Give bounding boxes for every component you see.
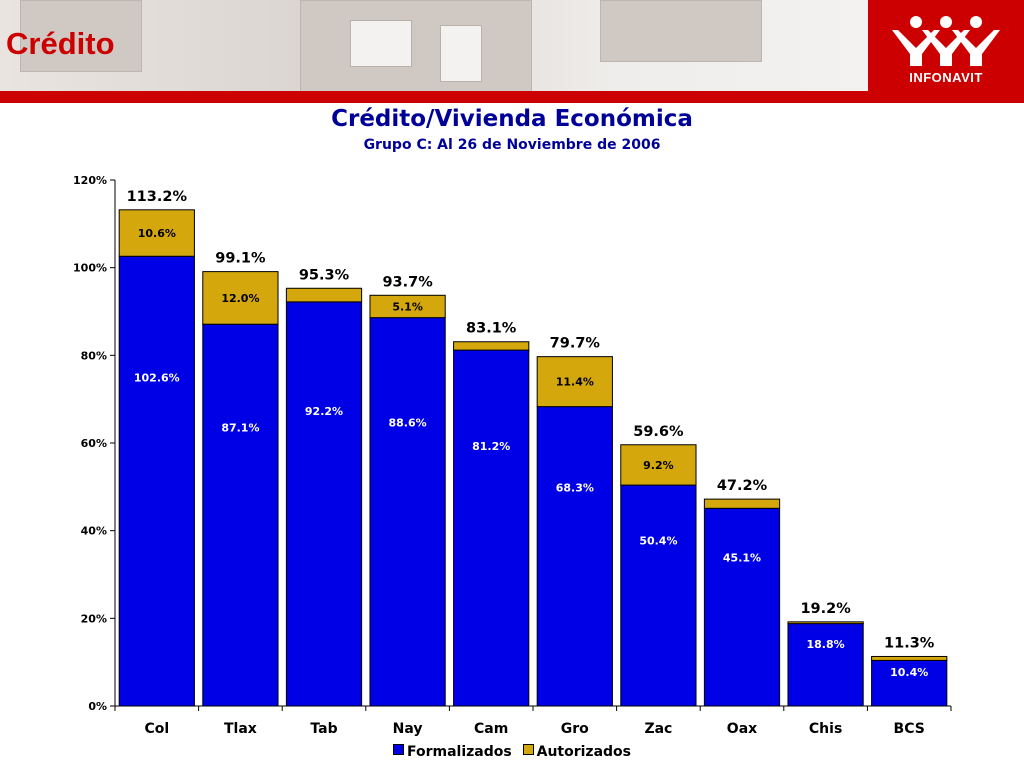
infonavit-logo: INFONAVIT	[868, 0, 1024, 91]
data-label-formalizados: 18.8%	[807, 638, 845, 651]
bar-formalizados	[787, 623, 864, 707]
x-tick-label: Oax	[727, 721, 757, 737]
bar-autorizados	[703, 498, 781, 509]
bar-autorizados	[536, 356, 613, 408]
x-tick-label: Cam	[474, 721, 508, 737]
legend-item-formalizados: Formalizados	[393, 744, 512, 760]
data-label-formalizados: 92.2%	[305, 405, 343, 418]
chart-subtitle: Grupo C: Al 26 de Noviembre de 2006	[363, 137, 661, 153]
data-label-total: 11.3%	[884, 635, 935, 651]
data-label-formalizados: 87.1%	[221, 421, 259, 434]
data-label-total: 19.2%	[800, 601, 851, 617]
house-photo-facade	[300, 0, 532, 91]
bar-autorizados	[871, 655, 948, 661]
data-label-formalizados: 45.1%	[723, 552, 761, 565]
y-tick-label: 120%	[73, 174, 107, 187]
data-label-formalizados: 81.2%	[472, 440, 510, 453]
data-label-autorizados: 10.6%	[138, 227, 176, 240]
bar-formalizados	[703, 507, 781, 707]
bar-autorizados	[453, 341, 530, 351]
page-title: Crédito	[6, 26, 115, 61]
y-tick-label: 40%	[81, 525, 107, 538]
bar-autorizados	[787, 621, 864, 625]
x-tick-label: Col	[144, 721, 169, 737]
legend-label-autorizados: Autorizados	[536, 744, 631, 760]
bar-autorizados	[118, 209, 195, 257]
house-photo-right	[600, 0, 762, 62]
data-label-total: 47.2%	[717, 478, 768, 494]
x-tick-label: BCS	[894, 721, 925, 737]
y-tick-label: 0%	[88, 700, 107, 713]
bar-formalizados	[369, 317, 446, 707]
legend-label-formalizados: Formalizados	[407, 744, 512, 760]
data-label-total: 59.6%	[633, 424, 684, 440]
bar-autorizados	[369, 294, 446, 319]
data-label-formalizados: 88.6%	[389, 416, 427, 429]
bar-formalizados	[871, 659, 948, 707]
y-tick-label: 60%	[81, 437, 107, 450]
y-tick-label: 80%	[81, 349, 107, 362]
bar-formalizados	[453, 349, 530, 707]
legend-swatch-formalizados	[393, 744, 404, 755]
data-label-total: 93.7%	[382, 274, 433, 290]
data-label-total: 95.3%	[299, 267, 350, 283]
house-window	[440, 25, 482, 82]
y-tick-label: 100%	[73, 262, 107, 275]
legend-item-autorizados: Autorizados	[522, 744, 631, 760]
house-window	[350, 20, 412, 67]
x-tick-label: Chis	[809, 721, 842, 737]
chart-legend: Formalizados Autorizados	[0, 744, 1024, 760]
bar-formalizados	[536, 406, 613, 707]
bar-formalizados	[620, 484, 697, 707]
infonavit-logo-icon	[892, 16, 1000, 66]
data-label-total: 99.1%	[215, 251, 266, 267]
bar-autorizados	[620, 444, 697, 486]
x-tick-label: Zac	[644, 721, 672, 737]
logo-wordmark: INFONAVIT	[909, 70, 983, 85]
data-label-total: 113.2%	[127, 189, 188, 205]
x-tick-label: Tab	[310, 721, 337, 737]
bar-formalizados	[202, 323, 279, 707]
house-photo-left	[20, 0, 142, 72]
data-label-formalizados: 68.3%	[556, 481, 594, 494]
data-label-autorizados: 12.0%	[221, 292, 259, 305]
data-label-total: 79.7%	[550, 336, 601, 352]
data-label-total: 83.1%	[466, 321, 517, 337]
data-label-formalizados: 10.4%	[890, 666, 928, 679]
chart-title: Crédito/Vivienda Económica	[331, 106, 693, 132]
bar-autorizados	[202, 271, 279, 325]
bar-autorizados	[285, 287, 363, 303]
legend-swatch-autorizados	[522, 744, 534, 755]
bar-formalizados	[285, 301, 363, 707]
x-tick-label: Gro	[561, 721, 589, 737]
x-tick-label: Nay	[393, 721, 423, 737]
bar-formalizados	[118, 255, 195, 707]
data-label-formalizados: 50.4%	[639, 534, 677, 547]
x-tick-label: Tlax	[224, 721, 257, 737]
header-banner: Crédito INFONAVIT	[0, 0, 1024, 91]
y-tick-label: 20%	[81, 612, 107, 625]
data-label-autorizados: 11.4%	[556, 376, 594, 389]
header-rule	[0, 91, 1024, 103]
data-label-autorizados: 9.2%	[643, 459, 674, 472]
data-label-autorizados: 5.1%	[392, 300, 423, 313]
data-label-formalizados: 102.6%	[134, 372, 180, 385]
